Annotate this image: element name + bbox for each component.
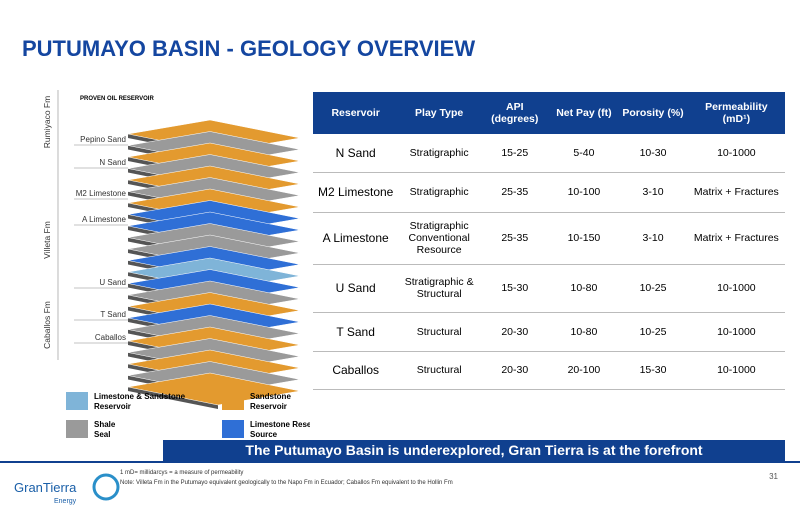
cell: 15-30	[479, 264, 550, 313]
legend-swatch	[66, 392, 88, 410]
legend-label: Sandstone Reservoir	[250, 392, 291, 411]
cell: M2 Limestone	[313, 172, 399, 213]
cell: Matrix + Fractures	[687, 212, 785, 265]
row: M2 Limestone Stratigraphic 25-35 10-100 3-10…	[313, 172, 785, 213]
cell: Stratigraphic & Structural	[398, 264, 480, 313]
cell: 5-40	[549, 134, 619, 173]
row: A Limestone Stratigraphic Conventional Re…	[313, 212, 785, 265]
legend-label: Limestone & Sandstone Reservoir	[94, 392, 186, 411]
cell: 20-100	[549, 351, 619, 390]
logo: GranTierra Energy	[14, 473, 120, 505]
cell: 10-80	[549, 264, 619, 313]
layer-label: T Sand	[100, 310, 126, 319]
legend-label: Shale Seal	[94, 420, 116, 439]
legend-label: Limestone Reservoir /Source	[250, 420, 310, 439]
header-cell: Play Type	[398, 92, 480, 134]
layer	[127, 372, 301, 406]
table: Reservoir Play Type API (degrees) Net Pay (…	[313, 92, 785, 390]
cell: 10-25	[618, 264, 688, 313]
row: T Sand Structural 20-30 10-80 10-25 10-1000	[313, 312, 785, 352]
header-cell: Porosity (%)	[618, 92, 688, 134]
logo-name: GranTierra	[14, 480, 77, 495]
cell: 10-100	[549, 172, 619, 213]
cell: 25-35	[479, 172, 550, 213]
cell: 10-1000	[687, 264, 785, 313]
row: Caballos Structural 20-30 20-100 15-30 10-100…	[313, 351, 785, 390]
cell: Stratigraphic	[398, 172, 480, 213]
formation-label: Rumiyaco Fm	[42, 96, 52, 148]
cell: Structural	[398, 312, 480, 352]
cell: T Sand	[313, 312, 399, 352]
legend-swatch	[222, 420, 244, 438]
cell: 10-1000	[687, 312, 785, 352]
cell: Stratigraphic Conventional Resource	[398, 212, 480, 265]
header-cell: API (degrees)	[479, 92, 550, 134]
footnote: Note: Villeta Fm in the Putumayo equival…	[120, 480, 453, 486]
formation-label: Caballos Fm	[42, 301, 52, 349]
cell: Caballos	[313, 351, 399, 390]
header-cell: Net Pay (ft)	[549, 92, 619, 134]
logo-mark	[92, 473, 120, 501]
cell: A Limestone	[313, 212, 399, 265]
cell: Stratigraphic	[398, 134, 480, 173]
cell: Matrix + Fractures	[687, 172, 785, 213]
cell: 10-30	[618, 134, 688, 173]
page-number: 31	[769, 472, 778, 481]
rule	[0, 461, 800, 463]
diagram: PROVEN OIL RESERVOIR Pepino Sand N Sand M2 …	[42, 90, 310, 439]
cell: 3-10	[618, 172, 688, 213]
title: PUTUMAYO BASIN - GEOLOGY OVERVIEW	[22, 36, 476, 61]
row: N Sand Stratigraphic 15-25 5-40 10-30 10-1000	[313, 134, 785, 173]
layer-label: A Limestone	[82, 215, 127, 224]
header-row: Reservoir Play Type API (degrees) Net Pay (…	[313, 92, 785, 134]
legend-swatch	[66, 420, 88, 438]
header-cell: Reservoir	[313, 92, 399, 134]
layer-label: Caballos	[95, 333, 126, 342]
row: U Sand Stratigraphic & Structural 15-30 10-…	[313, 264, 785, 313]
cell: 20-30	[479, 351, 550, 390]
cell: N Sand	[313, 134, 399, 173]
cell: 3-10	[618, 212, 688, 265]
cell: 10-1000	[687, 134, 785, 173]
cell: Structural	[398, 351, 480, 390]
cell: U Sand	[313, 264, 399, 313]
footnote: 1 mD= millidarcys = a measure of permeab…	[120, 470, 244, 476]
banner: The Putumayo Basin is underexplored, Gra…	[163, 440, 785, 461]
layer-label: U Sand	[99, 278, 126, 287]
header-cell: Permeability (mD¹)	[687, 92, 785, 134]
proven-label: PROVEN OIL RESERVOIR	[80, 96, 154, 102]
cell: 15-30	[618, 351, 688, 390]
cell: 25-35	[479, 212, 550, 265]
cell: 20-30	[479, 312, 550, 352]
cell: 10-150	[549, 212, 619, 265]
cell: 10-1000	[687, 351, 785, 390]
cell: 10-25	[618, 312, 688, 352]
layer-label: Pepino Sand	[80, 135, 126, 144]
layer-label: M2 Limestone	[76, 189, 127, 198]
layer-label: N Sand	[99, 158, 126, 167]
logo-sub: Energy	[54, 498, 77, 505]
cell: 10-80	[549, 312, 619, 352]
cell: 15-25	[479, 134, 550, 173]
layer-side	[128, 387, 218, 409]
formation-label: Villeta Fm	[42, 221, 52, 259]
legend-swatch	[222, 392, 244, 410]
